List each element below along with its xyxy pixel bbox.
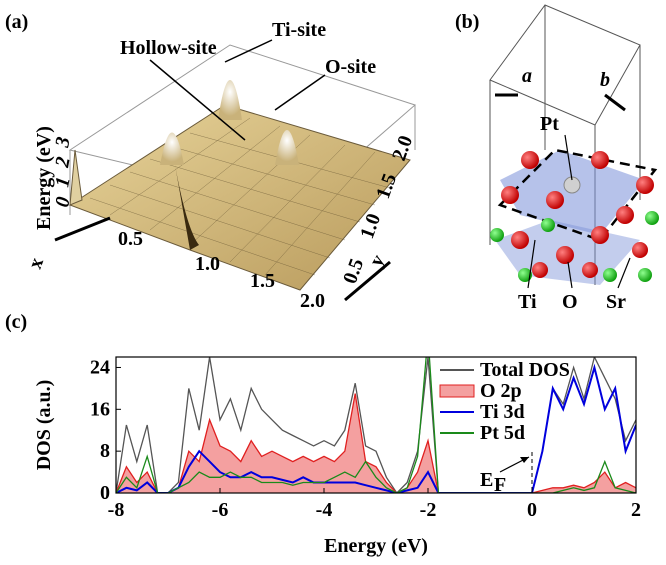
annotation: Ti-site (272, 19, 326, 41)
pointer (275, 75, 325, 110)
x-tick-label: -8 (108, 499, 125, 521)
tick-label: 0.5 (339, 256, 368, 287)
panel-label: (a) (5, 11, 28, 33)
tick-label: 0.5 (118, 228, 143, 250)
crystal-structure (490, 5, 659, 288)
arrow-head (520, 457, 529, 463)
fermi-label: E (480, 469, 493, 491)
panel-label: (c) (5, 311, 27, 333)
panel-label: (b) (455, 11, 479, 33)
fermi-label-sub: F (494, 474, 506, 496)
x-tick-label: -4 (316, 499, 333, 521)
x-tick-label: 0 (527, 499, 537, 521)
atom-label: O (562, 291, 578, 313)
atom-label: Pt (540, 113, 559, 135)
tick-label: 1.5 (250, 270, 275, 292)
y-tick-label: 24 (90, 356, 110, 378)
legend-label: Ti 3d (480, 401, 525, 423)
legend-label: O 2p (480, 380, 522, 402)
legend-label: Total DOS (480, 359, 570, 381)
axis-label: b (600, 69, 610, 91)
atom-label: Ti (518, 291, 537, 313)
axis-label: a (522, 65, 532, 87)
annotation: O-site (325, 56, 376, 78)
legend-swatch (440, 385, 474, 397)
axis-arrow (55, 218, 110, 240)
tick-label: 2.0 (300, 290, 325, 312)
axis-title: x (24, 255, 48, 272)
x-tick-label: -2 (420, 499, 437, 521)
legend-label: Pt 5d (480, 422, 525, 444)
axis-title: y (365, 251, 389, 271)
x-axis-title: Energy (eV) (324, 535, 428, 557)
atom-label: Sr (606, 291, 626, 313)
y-axis-title: DOS (a.u.) (33, 380, 55, 471)
y-tick-label: 8 (100, 440, 110, 462)
annotation: Hollow-site (120, 37, 217, 59)
x-tick-label: 2 (631, 499, 641, 521)
x-tick-label: -6 (212, 499, 229, 521)
y-tick-label: 16 (90, 398, 110, 420)
tick-label: 1.0 (195, 253, 220, 275)
figure: (a) Ti-site Hollow-site O-site Energy (e… (0, 0, 666, 560)
peak (218, 80, 242, 120)
pointer (225, 40, 272, 62)
peak (70, 150, 82, 205)
